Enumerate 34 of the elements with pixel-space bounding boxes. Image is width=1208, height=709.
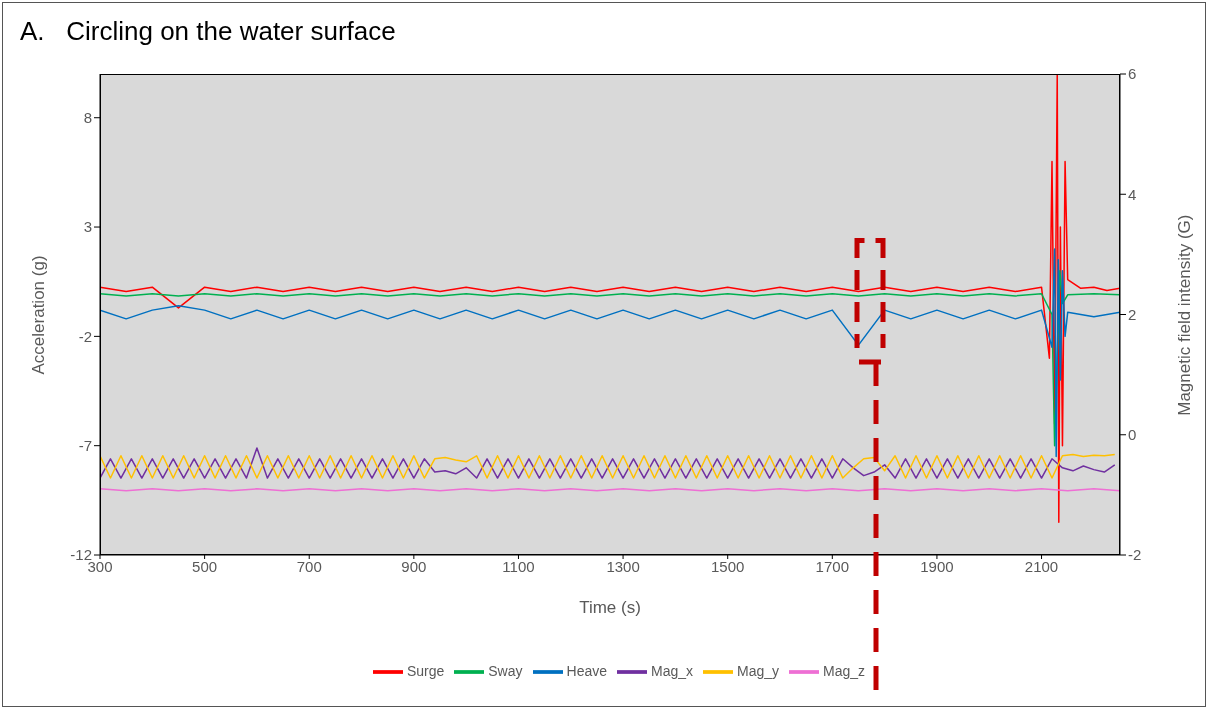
- legend-label: Heave: [566, 662, 607, 679]
- chart-title: A. Circling on the water surface: [20, 16, 396, 47]
- x-tick-label: 1300: [606, 557, 640, 575]
- legend-label: Mag_z: [823, 662, 866, 679]
- y2-tick-label: 4: [1128, 185, 1137, 203]
- y-tick-label: 3: [83, 218, 92, 236]
- y2-tick-label: -2: [1128, 546, 1142, 564]
- x-tick-label: 1500: [711, 557, 745, 575]
- legend-label: Mag_x: [650, 662, 694, 679]
- y-tick-label: -7: [78, 437, 92, 455]
- y2-tick-label: 0: [1128, 426, 1137, 444]
- y2-axis-title: Magnetic field intensity (G): [1175, 214, 1195, 416]
- line-series: [100, 270, 1120, 447]
- line-series: [100, 453, 1116, 479]
- line-series: [100, 447, 1116, 479]
- x-tick-label: 1900: [920, 557, 954, 575]
- x-tick-label: 2100: [1024, 557, 1059, 575]
- line-series: [100, 248, 1120, 458]
- x-tick-label: 300: [87, 557, 113, 575]
- x-tick-label: 1100: [502, 557, 535, 575]
- x-tick-label: 900: [401, 557, 427, 575]
- line-series: [100, 74, 1120, 523]
- y-tick-label: 8: [83, 109, 92, 127]
- legend-label: Surge: [406, 662, 445, 679]
- legend-label: Sway: [488, 662, 523, 679]
- y-axis-title: Acceleration (g): [29, 255, 49, 375]
- x-tick-label: 500: [192, 557, 218, 575]
- y2-tick-label: 6: [1128, 65, 1137, 83]
- x-tick-label: 700: [296, 557, 322, 575]
- legend-label: Mag_y: [737, 662, 780, 679]
- y-tick-label: -2: [78, 327, 92, 345]
- x-tick-label: 1700: [815, 557, 849, 575]
- y2-tick-label: 2: [1128, 305, 1137, 323]
- x-axis-title: Time (s): [579, 598, 641, 617]
